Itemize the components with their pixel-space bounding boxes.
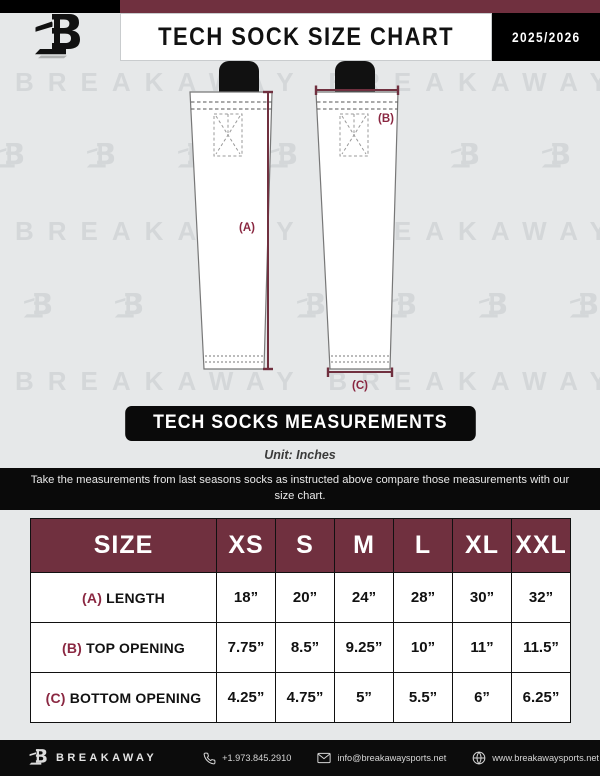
label-a: (A) [239, 222, 255, 234]
table-cell: 24” [334, 572, 394, 623]
measurements-banner: TECH SOCKS MEASUREMENTS [124, 406, 476, 441]
table-header-cell: M [334, 518, 394, 573]
table-header-cell: XS [216, 518, 276, 573]
footer-brand-group: BREAKAWAY [28, 748, 157, 768]
table-cell: 6” [452, 672, 512, 723]
globe-icon [472, 751, 486, 765]
label-c: (C) [352, 380, 368, 392]
unit-label: Unit: Inches [264, 448, 336, 462]
table-cell: 8.5” [275, 622, 335, 673]
instruction-bar: Take the measurements from last seasons … [0, 468, 600, 510]
table-header-cell: XXL [511, 518, 571, 573]
table-cell: 32” [511, 572, 571, 623]
table-header-cell: S [275, 518, 335, 573]
top-accent-maroon [120, 0, 600, 13]
sock-illustration: (A) (B) (C) [0, 61, 600, 406]
chart-title-box: TECH SOCK SIZE CHART [120, 13, 492, 61]
footer-email-group[interactable]: info@breakawaysports.net [317, 752, 446, 764]
table-cell: 30” [452, 572, 512, 623]
table-cell: 5.5” [393, 672, 453, 723]
instruction-text: Take the measurements from last seasons … [30, 474, 570, 502]
table-row: (A) LENGTH 18” 20” 24” 28” 30” 32” [30, 572, 571, 623]
footer-email-label: info@breakawaysports.net [337, 753, 447, 763]
table-header-cell: L [393, 518, 453, 573]
breakaway-b-logo-icon [35, 14, 80, 59]
sock-diagram-openings: (B) (C) [314, 61, 400, 392]
footer-website-label: www.breakawaysports.net [492, 753, 599, 763]
breakaway-b-logo-icon [29, 749, 47, 765]
table-header-cell: SIZE [30, 518, 217, 573]
table-cell: 28” [393, 572, 453, 623]
sock-diagram-length: (A) [189, 61, 273, 371]
table-cell: 20” [275, 572, 335, 623]
page-header: TECH SOCK SIZE CHART 2025/2026 [0, 13, 600, 61]
table-cell: 11.5” [511, 622, 571, 673]
table-row: (C) BOTTOM OPENING 4.25” 4.75” 5” 5.5” 6” 6.25… [30, 672, 571, 723]
top-accent-black [0, 0, 120, 13]
sock-diagrams-svg: (A) (B) (C) [189, 61, 400, 392]
table-cell: 7.75” [216, 622, 276, 673]
table-body: (A) LENGTH 18” 20” 24” 28” 30” 32” (B) TOP OPEN… [30, 572, 571, 723]
footer-brand-label: BREAKAWAY [56, 752, 158, 764]
table-header-cell: XL [452, 518, 512, 573]
row-label-cell: (A) LENGTH [30, 572, 217, 623]
brand-logo [0, 13, 120, 61]
top-accent-bar [0, 0, 600, 13]
label-b: (B) [378, 113, 394, 125]
row-measure-tag: (C) [45, 689, 66, 706]
size-chart-table: SIZE XS S M L XL XXL (A) LENGTH 18” 20” 24”… [30, 518, 571, 723]
envelope-icon [317, 752, 331, 764]
table-cell: 4.75” [275, 672, 335, 723]
measurements-banner-wrap: TECH SOCKS MEASUREMENTS Unit: Inches [0, 406, 600, 468]
row-measure-tag: (B) [61, 639, 82, 656]
season-year-badge: 2025/2026 [492, 13, 600, 61]
table-header-row: SIZE XS S M L XL XXL [30, 518, 571, 573]
row-label-cell: (B) TOP OPENING [30, 622, 217, 673]
table-row: (B) TOP OPENING 7.75” 8.5” 9.25” 10” 11” 11.5” [30, 622, 571, 673]
table-cell: 18” [216, 572, 276, 623]
page-footer: BREAKAWAY +1.973.845.2910 info@breakaway… [0, 740, 600, 776]
season-year-label: 2025/2026 [511, 29, 581, 45]
table-cell: 4.25” [216, 672, 276, 723]
table-cell: 10” [393, 622, 453, 673]
footer-phone-label: +1.973.845.2910 [222, 753, 292, 763]
table-cell: 11” [452, 622, 512, 673]
page-title: TECH SOCK SIZE CHART [158, 22, 454, 51]
row-label-cell: (C) BOTTOM OPENING [30, 672, 217, 723]
table-cell: 6.25” [511, 672, 571, 723]
footer-phone-group[interactable]: +1.973.845.2910 [203, 752, 291, 765]
footer-website-group[interactable]: www.breakawaysports.net [472, 751, 599, 765]
phone-icon [203, 752, 216, 764]
row-measure-tag: (A) [82, 589, 103, 606]
table-cell: 5” [334, 672, 394, 723]
table-cell: 9.25” [334, 622, 394, 673]
